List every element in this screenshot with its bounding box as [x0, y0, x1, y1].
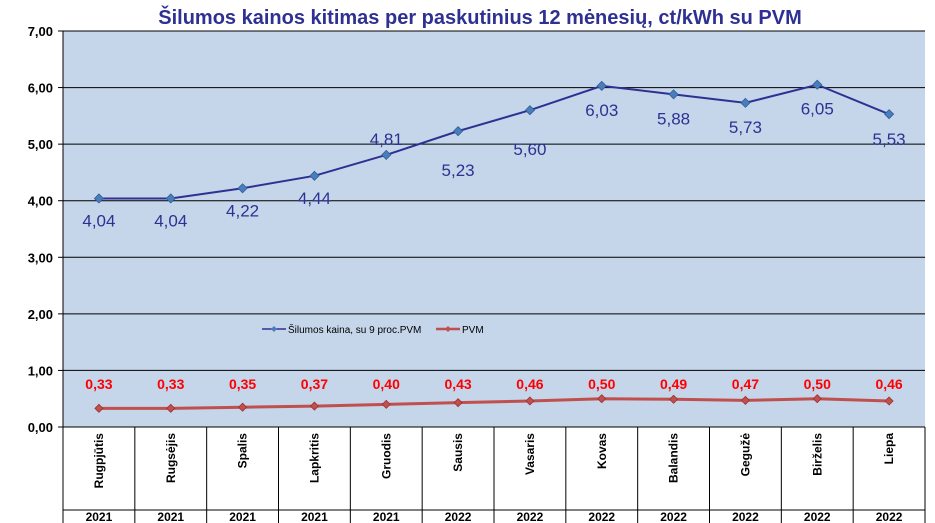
data-label: 0,40 [373, 376, 400, 392]
y-tick-label: 7,00 [28, 24, 53, 39]
data-point [238, 402, 248, 412]
data-point [812, 394, 822, 404]
data-label: 0,50 [588, 376, 615, 392]
legend-label: PVM [462, 325, 484, 336]
x-tick-label: Rugsėjis [164, 433, 178, 483]
x-tick-label: Spalis [236, 433, 250, 469]
data-point [740, 395, 750, 405]
x-tick-label: Gruodis [379, 433, 393, 479]
x-axis-ticks: Rugpjūtis 2021 Rugsėjis 2021 Spalis 2021 Lapkr… [62, 427, 926, 523]
x-tick-label: Balandis [667, 433, 681, 483]
data-label: 5,53 [873, 130, 906, 149]
data-point [668, 89, 679, 100]
data-point [93, 193, 104, 204]
data-point [596, 80, 607, 91]
gridlines [63, 30, 925, 371]
x-tick-label: Sausis [451, 433, 465, 472]
x-year-label: 2022 [517, 510, 544, 523]
data-point [309, 170, 320, 181]
data-point [884, 109, 895, 120]
data-label: 5,23 [442, 161, 475, 180]
data-label: 0,49 [660, 376, 687, 392]
y-axis-ticks: 0,00 1,00 2,00 3,00 4,00 5,00 6,00 7,00 [28, 24, 63, 435]
chart-title: Šilumos kainos kitimas per paskutinius 1… [158, 7, 802, 29]
series-layer [93, 79, 895, 413]
data-label: 0,33 [85, 376, 112, 392]
legend: Šilumos kaina, su 9 proc.PVM PVM [262, 323, 484, 336]
data-point [812, 79, 823, 90]
series-line [98, 397, 890, 410]
y-tick-label: 3,00 [28, 250, 53, 265]
y-tick-label: 0,00 [28, 420, 53, 435]
x-tick-label: Rugpjūtis [92, 433, 106, 489]
data-labels: 4,04 4,04 4,22 4,44 4,81 5,23 5,60 6,03 5,88 5,73… [82, 100, 905, 392]
data-point [524, 105, 535, 116]
x-tick-label: Birželis [810, 433, 824, 476]
data-label: 4,81 [370, 130, 403, 149]
data-point [381, 399, 391, 409]
y-tick-label: 6,00 [28, 81, 53, 96]
data-point [597, 394, 607, 404]
data-point [740, 97, 751, 108]
x-tick-label: Gegužė [738, 433, 752, 477]
x-year-label: 2022 [732, 510, 759, 523]
x-tick-label: Kovas [595, 433, 609, 469]
data-label: 0,46 [875, 376, 902, 392]
y-tick-label: 4,00 [28, 194, 53, 209]
x-year-label: 2022 [804, 510, 831, 523]
data-point [309, 401, 319, 411]
data-label: 0,50 [804, 376, 831, 392]
data-label: 6,03 [585, 101, 618, 120]
data-label: 4,22 [226, 201, 259, 220]
data-point [381, 149, 392, 160]
x-year-label: 2022 [660, 510, 687, 523]
x-tick-label: Vasaris [523, 433, 537, 475]
data-point [884, 396, 894, 406]
data-point [94, 403, 104, 413]
data-point [669, 394, 679, 404]
data-label: 6,05 [801, 100, 834, 119]
legend-swatch-marker [271, 326, 277, 332]
data-label: 0,35 [229, 376, 256, 392]
data-label: 0,46 [516, 376, 543, 392]
x-year-label: 2021 [373, 510, 400, 523]
data-label: 0,33 [157, 376, 184, 392]
data-point [237, 183, 248, 194]
x-year-label: 2021 [86, 510, 113, 523]
data-label: 5,60 [513, 140, 546, 159]
x-year-label: 2021 [229, 510, 256, 523]
data-label: 5,73 [729, 118, 762, 137]
data-label: 0,37 [301, 376, 328, 392]
x-year-label: 2022 [588, 510, 615, 523]
legend-label: Šilumos kaina, su 9 proc.PVM [288, 323, 421, 336]
series-line [98, 83, 890, 200]
data-point [166, 403, 176, 413]
data-label: 0,47 [732, 376, 759, 392]
y-tick-label: 2,00 [28, 307, 53, 322]
x-year-label: 2021 [157, 510, 184, 523]
x-tick-label: Lapkritis [307, 433, 321, 483]
data-label: 5,88 [657, 109, 690, 128]
y-tick-label: 1,00 [28, 363, 53, 378]
data-label: 4,04 [154, 211, 187, 230]
data-point [525, 396, 535, 406]
data-label: 0,43 [444, 376, 471, 392]
x-year-label: 2022 [445, 510, 472, 523]
data-point [165, 193, 176, 204]
data-label: 4,04 [82, 211, 115, 230]
x-year-label: 2021 [301, 510, 328, 523]
x-year-label: 2022 [876, 510, 903, 523]
y-tick-label: 5,00 [28, 137, 53, 152]
data-point [453, 126, 464, 137]
x-tick-label: Liepa [882, 433, 896, 465]
data-label: 4,44 [298, 189, 331, 208]
data-point [453, 398, 463, 408]
legend-swatch-marker [445, 326, 451, 332]
plot-area [63, 31, 925, 427]
